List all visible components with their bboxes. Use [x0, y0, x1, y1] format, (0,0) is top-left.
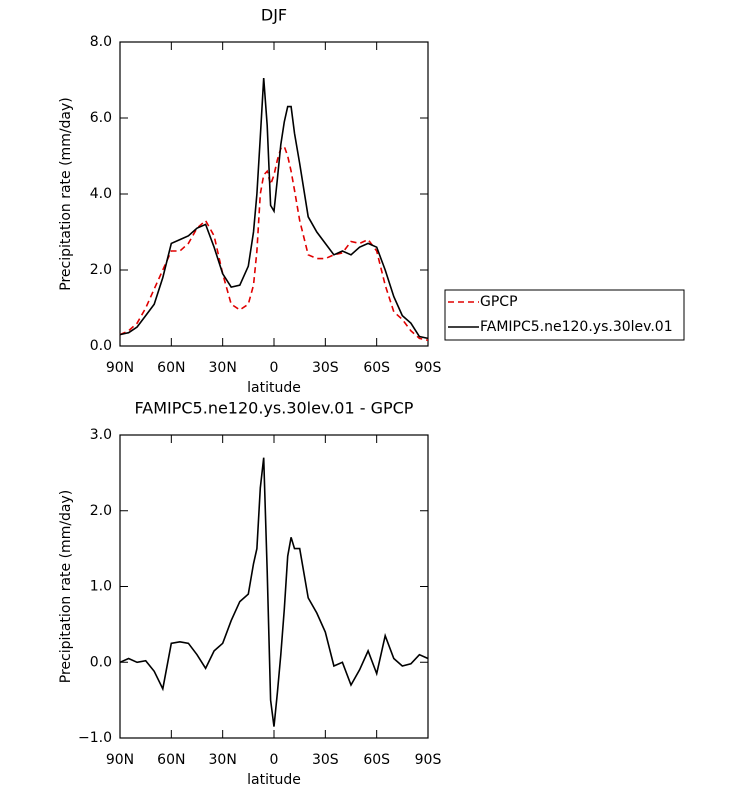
x-tick-label: 90N — [106, 752, 134, 768]
y-axis-label: Precipitation rate (mm/day) — [58, 490, 74, 684]
x-tick-label: 90N — [106, 360, 134, 376]
x-axis-label: latitude — [247, 380, 301, 396]
y-tick-label: 2.0 — [90, 262, 112, 278]
legend-label: FAMIPC5.ne120.ys.30lev.01 — [480, 319, 673, 335]
x-tick-label: 90S — [415, 752, 442, 768]
x-axis-label: latitude — [247, 772, 301, 788]
y-tick-label: 6.0 — [90, 110, 112, 126]
data-line — [119, 457, 429, 727]
y-tick-label: 0.0 — [90, 654, 112, 670]
y-tick-label: 1.0 — [90, 579, 112, 595]
y-tick-label: 4.0 — [90, 186, 112, 202]
x-tick-label: 30S — [312, 752, 339, 768]
legend-label: GPCP — [480, 294, 518, 310]
x-tick-label: 60S — [363, 752, 390, 768]
y-tick-label: 3.0 — [90, 427, 112, 443]
data-line — [119, 78, 429, 340]
plot-frame — [119, 41, 429, 347]
chart-title: FAMIPC5.ne120.ys.30lev.01 - GPCP — [135, 399, 414, 418]
y-axis-label: Precipitation rate (mm/day) — [58, 97, 74, 291]
data-line — [119, 145, 429, 342]
x-tick-label: 0 — [270, 360, 279, 376]
y-tick-label: 8.0 — [90, 34, 112, 50]
y-tick-label: 0.0 — [90, 338, 112, 354]
x-tick-label: 90S — [415, 360, 442, 376]
x-tick-label: 0 — [270, 752, 279, 768]
legend-box — [444, 289, 685, 341]
chart-title: DJF — [261, 6, 287, 25]
x-tick-label: 30N — [209, 360, 237, 376]
y-tick-label: −1.0 — [78, 730, 112, 746]
plot-frame — [119, 434, 429, 739]
x-tick-label: 60N — [157, 360, 185, 376]
x-tick-label: 60N — [157, 752, 185, 768]
x-tick-label: 30S — [312, 360, 339, 376]
x-tick-label: 60S — [363, 360, 390, 376]
y-tick-label: 2.0 — [90, 503, 112, 519]
x-tick-label: 30N — [209, 752, 237, 768]
